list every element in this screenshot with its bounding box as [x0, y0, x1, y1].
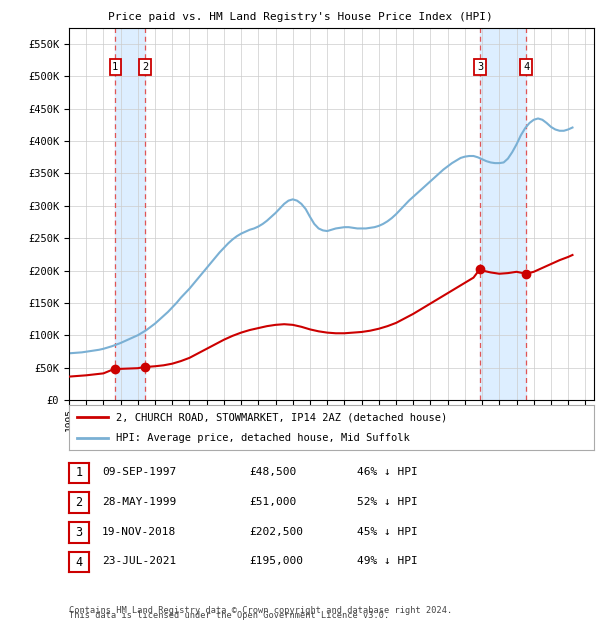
Text: £202,500: £202,500 [249, 526, 303, 536]
Text: 2: 2 [142, 62, 148, 72]
Text: 1: 1 [112, 62, 118, 72]
Text: HPI: Average price, detached house, Mid Suffolk: HPI: Average price, detached house, Mid … [116, 433, 410, 443]
Text: 19-NOV-2018: 19-NOV-2018 [102, 526, 176, 536]
Text: 4: 4 [76, 556, 82, 569]
Text: £48,500: £48,500 [249, 467, 296, 477]
Text: 2, CHURCH ROAD, STOWMARKET, IP14 2AZ: 2, CHURCH ROAD, STOWMARKET, IP14 2AZ [143, 0, 458, 1]
Text: 3: 3 [477, 62, 483, 72]
Text: 3: 3 [76, 526, 82, 539]
Text: 23-JUL-2021: 23-JUL-2021 [102, 556, 176, 566]
Text: £195,000: £195,000 [249, 556, 303, 566]
Text: 09-SEP-1997: 09-SEP-1997 [102, 467, 176, 477]
Text: 45% ↓ HPI: 45% ↓ HPI [357, 526, 418, 536]
Text: 52% ↓ HPI: 52% ↓ HPI [357, 497, 418, 507]
Text: 2, CHURCH ROAD, STOWMARKET, IP14 2AZ (detached house): 2, CHURCH ROAD, STOWMARKET, IP14 2AZ (de… [116, 412, 448, 422]
Text: Price paid vs. HM Land Registry's House Price Index (HPI): Price paid vs. HM Land Registry's House … [107, 12, 493, 22]
Text: 2: 2 [76, 496, 82, 509]
Text: 46% ↓ HPI: 46% ↓ HPI [357, 467, 418, 477]
Text: This data is licensed under the Open Government Licence v3.0.: This data is licensed under the Open Gov… [69, 611, 389, 620]
Text: 28-MAY-1999: 28-MAY-1999 [102, 497, 176, 507]
Text: 1: 1 [76, 466, 82, 479]
Text: 49% ↓ HPI: 49% ↓ HPI [357, 556, 418, 566]
Bar [480, 28, 526, 400]
Text: £51,000: £51,000 [249, 497, 296, 507]
Bar [115, 28, 145, 400]
Text: 4: 4 [523, 62, 529, 72]
Text: Contains HM Land Registry data © Crown copyright and database right 2024.: Contains HM Land Registry data © Crown c… [69, 606, 452, 615]
